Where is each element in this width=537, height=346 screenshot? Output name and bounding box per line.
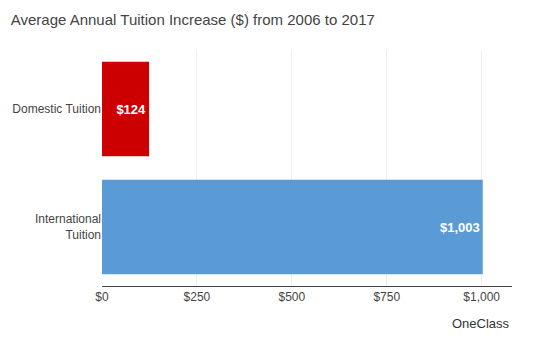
- svg-text:InternationalTuition: InternationalTuition: [35, 212, 101, 242]
- svg-text:$124: $124: [116, 102, 146, 117]
- svg-text:$250: $250: [184, 290, 211, 304]
- svg-text:$0: $0: [95, 290, 109, 304]
- svg-text:$1,003: $1,003: [440, 220, 480, 235]
- svg-text:Average Annual Tuition Increas: Average Annual Tuition Increase ($) from…: [11, 11, 375, 28]
- svg-text:$1,000: $1,000: [463, 290, 500, 304]
- svg-text:Domestic Tuition: Domestic Tuition: [12, 102, 101, 116]
- svg-text:$750: $750: [373, 290, 400, 304]
- svg-text:OneClass: OneClass: [452, 316, 510, 331]
- svg-text:$500: $500: [278, 290, 305, 304]
